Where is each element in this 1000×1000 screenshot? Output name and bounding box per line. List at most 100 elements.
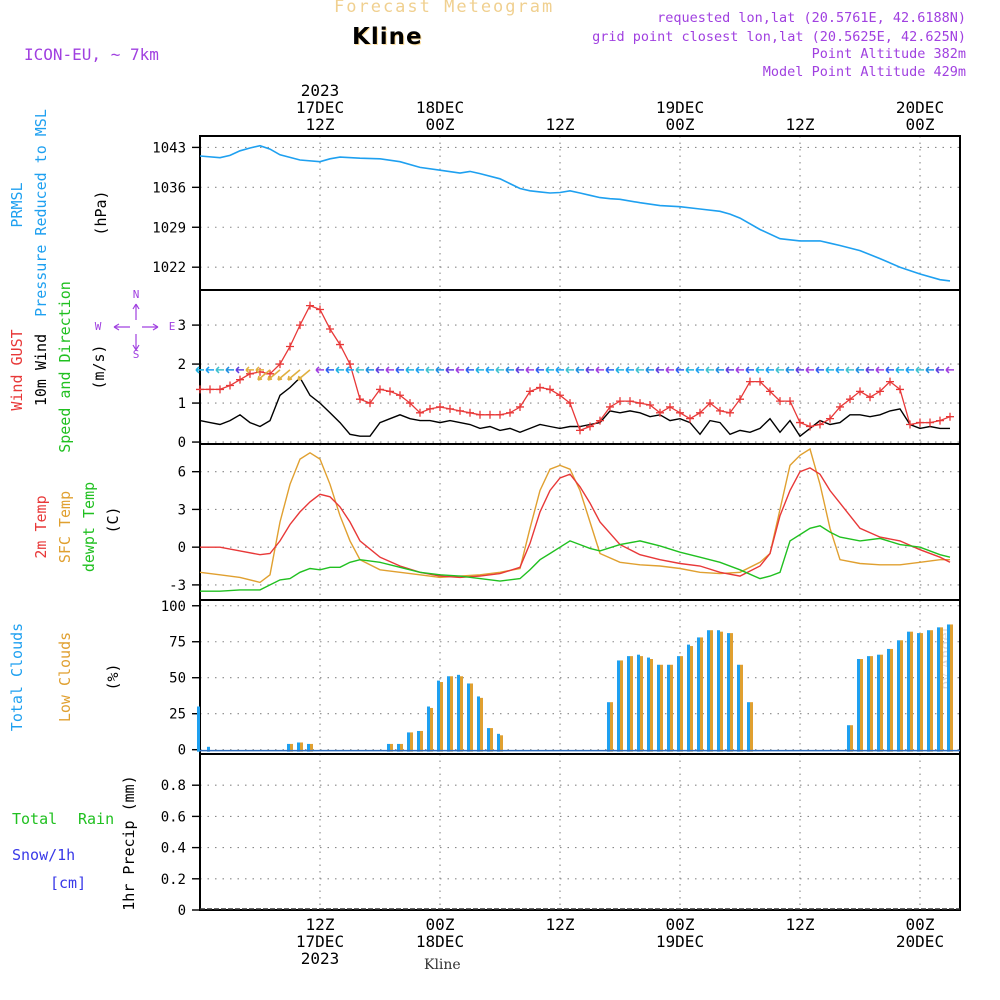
- gust-marker: [536, 383, 544, 392]
- low-cloud-bar: [670, 664, 673, 752]
- temp-label-sfc: SFC Temp: [56, 491, 74, 563]
- wind-arrow-shaft: [695, 366, 704, 374]
- gust-marker: [316, 305, 324, 314]
- wind-ytick-label: 3: [178, 318, 186, 334]
- wind-arrow-shaft: [835, 366, 844, 374]
- wind-arrow: [675, 366, 684, 374]
- wind-arrow: [505, 366, 514, 374]
- wind-arrow-shaft: [865, 366, 874, 374]
- top-time-label: 17DEC: [296, 98, 344, 117]
- low-cloud-bar: [450, 676, 453, 752]
- wind-arrow-shaft: [905, 366, 914, 374]
- precip-label-cm: [cm]: [50, 874, 86, 892]
- low-cloud-bar: [920, 633, 923, 752]
- wind-arrow: [335, 366, 344, 374]
- wind-arrow-shaft: [755, 366, 764, 374]
- wind-arrow: [625, 366, 634, 374]
- gust-marker: [836, 402, 844, 411]
- gust-marker: [756, 377, 764, 386]
- total-cloud-bar: [667, 664, 670, 752]
- wind-arrow: [257, 369, 271, 381]
- gust-marker: [196, 385, 204, 394]
- bottom-time-label: 12Z: [786, 915, 815, 934]
- total-cloud-bar: [647, 657, 650, 752]
- wind-arrow-shaft: [325, 366, 334, 374]
- total-cloud-bar: [937, 627, 940, 752]
- wind-arrow: [835, 366, 844, 374]
- wind-arrow: [315, 366, 324, 374]
- wind-arrow-shaft: [925, 366, 934, 374]
- wind-arrow: [585, 366, 594, 374]
- wind-arrow-shaft: [195, 366, 204, 374]
- dewpt-line: [200, 525, 951, 592]
- gust-marker: [796, 418, 804, 427]
- temp-unit: (C): [104, 506, 122, 533]
- wind-arrow-shaft: [825, 366, 834, 374]
- gust-marker: [386, 387, 394, 396]
- wind-arrow: [825, 366, 834, 374]
- gust-marker: [736, 395, 744, 404]
- total-cloud-bar: [397, 743, 400, 752]
- pressure-ytick-label: 1043: [152, 140, 186, 156]
- wind-arrow-shaft: [297, 369, 311, 381]
- footer-location: Kline: [424, 957, 461, 973]
- wind-arrow-shaft: [545, 366, 554, 374]
- wind-ytick-label: 2: [178, 357, 186, 373]
- low-cloud-bar: [750, 702, 753, 752]
- total-cloud-bar: [287, 743, 290, 752]
- wind-arrow-shaft: [465, 366, 474, 374]
- wind-arrow-shaft: [525, 366, 534, 374]
- top-time-label: 2023: [301, 81, 340, 100]
- total-cloud-bar: [487, 728, 490, 752]
- wind-arrow: [325, 366, 334, 374]
- low-cloud-bar: [680, 656, 683, 752]
- gust-marker: [236, 375, 244, 384]
- gust-marker: [806, 422, 814, 431]
- wind-arrow: [375, 366, 384, 374]
- total-cloud-bar: [917, 633, 920, 752]
- pressure-ytick-label: 1022: [152, 260, 186, 276]
- total-cloud-bar: [427, 706, 430, 752]
- total-cloud-bar: [457, 674, 460, 752]
- low-cloud-bar: [650, 659, 653, 752]
- gust-marker: [216, 385, 224, 394]
- wind-arrow: [435, 366, 444, 374]
- total-cloud-bar: [607, 702, 610, 752]
- total-cloud-bar: [307, 743, 310, 752]
- wind-arrow-shaft: [475, 366, 484, 374]
- low-cloud-bar: [400, 743, 403, 752]
- requested-coords: requested lon,lat (20.5761E, 42.6188N): [657, 10, 966, 26]
- wind-arrow-shaft: [245, 366, 254, 374]
- gust-marker: [486, 410, 494, 419]
- gust-marker: [206, 385, 214, 394]
- wind-arrow: [645, 366, 654, 374]
- gust-marker: [886, 377, 894, 386]
- gust-marker: [646, 401, 654, 410]
- wind-arrow: [385, 366, 394, 374]
- wind-arrow: [515, 366, 524, 374]
- top-time-label: 00Z: [666, 115, 695, 134]
- wind-arrow: [297, 369, 311, 381]
- precip-ytick-label: 0.2: [161, 872, 186, 888]
- temp-ytick-label: 6: [178, 465, 186, 481]
- wind-arrow: [735, 366, 744, 374]
- gust-marker: [266, 369, 274, 378]
- wind-arrow: [885, 366, 894, 374]
- wind-arrow: [485, 366, 494, 374]
- wind-arrow-shaft: [555, 366, 564, 374]
- low-cloud-bar: [710, 630, 713, 752]
- clouds-label-low: Low Clouds: [56, 632, 74, 722]
- wind-arrow: [865, 366, 874, 374]
- wind-arrow-shaft: [855, 366, 864, 374]
- wind-arrow-shaft: [277, 369, 291, 381]
- wind-arrow-shaft: [455, 366, 464, 374]
- bottom-time-label: 19DEC: [656, 932, 704, 951]
- top-time-label: 12Z: [786, 115, 815, 134]
- precip-frame: [199, 753, 961, 911]
- wind-arrow-shaft: [485, 366, 494, 374]
- wind-arrow: [287, 369, 301, 381]
- wind-arrow: [445, 366, 454, 374]
- wind-arrow: [245, 366, 254, 374]
- wind-arrow: [695, 366, 704, 374]
- wind-arrow: [495, 366, 504, 374]
